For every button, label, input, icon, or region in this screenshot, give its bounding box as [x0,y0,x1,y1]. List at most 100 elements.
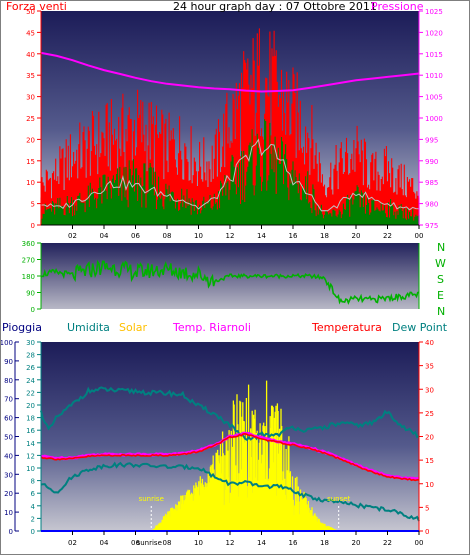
wind-y-tick-label: 5 [31,201,35,209]
wind-x-tick-label: 10 [194,232,203,240]
sunrise-axis-label: sunrise [137,539,162,547]
pressure-y-tick-label: 990 [425,158,438,166]
wind-y-tick-label: 50 [26,8,35,16]
temperature-y-tick-label: 20 [425,434,434,442]
pressure-y-tick-label: 1025 [425,8,443,16]
wind-x-tick-label: 16 [289,232,298,240]
rain-y-tick-label: 20 [4,490,13,498]
wind-y-tick-label: 15 [26,158,35,166]
pressure-y-tick-label: 1010 [425,72,443,80]
humidity-y-tick-label: 6 [31,490,36,498]
weather-x-tick-label: 16 [289,539,298,547]
legend-feels-like: Temp. Riarnoli [172,321,251,334]
wind-x-tick-label: 02 [68,232,77,240]
weather-x-tick-label: 10 [194,539,203,547]
humidity-y-tick-label: 10 [26,465,35,473]
humidity-y-tick-label: 8 [31,478,35,486]
legend-humidity: Umidita [67,321,110,334]
chart-title: 24 hour graph day : 07 Ottobre 2011 [173,1,377,13]
temperature-y-tick-label: 25 [425,410,434,418]
humidity-y-tick-label: 20 [26,402,35,410]
legend-rain: Pioggia [2,321,42,334]
humidity-y-tick-label: 18 [26,415,35,423]
weather-x-tick-label: 20 [352,539,361,547]
humidity-y-tick-label: 12 [26,452,35,460]
wind-x-tick-label: 22 [383,232,392,240]
pressure-y-tick-label: 1000 [425,115,443,123]
sunset-label: sunset [327,495,350,503]
weather-x-tick-label: 18 [320,539,329,547]
humidity-y-tick-label: 22 [26,389,35,397]
weather-x-tick-label: 22 [383,539,392,547]
dewpoint-series [40,461,420,522]
pressure-y-tick-label: 1020 [425,29,443,37]
wind-x-tick-label: 06 [131,232,140,240]
temperature-y-tick-label: 15 [425,457,434,465]
wind-x-tick-label: 08 [163,232,172,240]
wind-x-tick-label: 04 [100,232,109,240]
weather-x-tick-label: 06 [131,539,140,547]
rain-y-tick-label: 10 [4,509,13,517]
humidity-y-tick-label: 26 [26,364,35,372]
weather-x-tick-label: 14 [257,539,266,547]
wind-y-tick-label: 10 [26,179,35,187]
wind-y-tick-label: 0 [31,222,35,230]
wind-x-tick-label: 00 [415,232,424,240]
wind-y-tick-label: 20 [26,136,35,144]
weather-x-tick-label: 04 [100,539,109,547]
humidity-y-tick-label: 2 [31,515,35,523]
weather-x-tick-label: 00 [415,539,424,547]
wind-x-tick-label: 20 [352,232,361,240]
rain-y-tick-label: 80 [4,377,13,385]
pressure-series [40,51,420,93]
rain-y-tick-label: 40 [4,452,13,460]
humidity-y-tick-label: 24 [26,377,35,385]
temperature-y-tick-label: 5 [425,504,429,512]
rain-y-tick-label: 60 [4,415,13,423]
pressure-y-tick-label: 995 [425,136,438,144]
wind-y-tick-label: 45 [26,29,35,37]
rain-y-tick-label: 0 [9,528,13,536]
humidity-y-tick-label: 0 [31,528,35,536]
direction-y-tick-label: 0 [31,306,35,314]
compass-label-e: E [437,289,444,302]
wind-y-tick-label: 30 [26,94,35,102]
temperature-y-tick-label: 40 [425,339,434,347]
humidity-y-tick-label: 4 [31,503,36,511]
temperature-y-tick-label: 30 [425,386,434,394]
rain-y-tick-label: 70 [4,396,13,404]
pressure-y-tick-label: 975 [425,222,438,230]
legend-temperature: Temperatura [311,321,382,334]
wind-y-tick-label: 35 [26,72,35,80]
legend-dewpoint: Dew Point [392,321,448,334]
temperature-y-tick-label: 0 [425,528,429,536]
temperature-y-tick-label: 10 [425,481,434,489]
pressure-y-tick-label: 1015 [425,51,443,59]
wind-x-tick-label: 18 [320,232,329,240]
wind-axis-title: Forza venti [6,1,67,13]
rain-y-tick-label: 50 [4,434,13,442]
weather-x-tick-label: 02 [68,539,77,547]
weather-x-tick-label: 08 [163,539,172,547]
compass-label-s: S [437,273,444,286]
pressure-y-tick-label: 1005 [425,94,443,102]
humidity-y-tick-label: 16 [26,427,35,435]
wind-x-tick-label: 14 [257,232,266,240]
rain-y-tick-label: 90 [4,358,13,366]
legend-solar: Solar [119,321,148,334]
humidity-series [40,386,420,442]
wind-y-tick-label: 25 [26,115,35,123]
direction-y-tick-label: 90 [26,290,35,298]
compass-label-n1: N [437,241,445,254]
temperature-y-tick-label: 35 [425,363,434,371]
humidity-y-tick-label: 28 [26,352,35,360]
wind-x-tick-label: 12 [226,232,235,240]
wind-direction-series [40,259,420,305]
compass-label-n2: N [437,305,445,318]
direction-y-tick-label: 270 [22,257,35,265]
wind-average-series [40,138,420,212]
compass-label-w: W [435,257,446,270]
humidity-y-tick-label: 30 [26,339,35,347]
direction-y-tick-label: 360 [22,240,35,248]
